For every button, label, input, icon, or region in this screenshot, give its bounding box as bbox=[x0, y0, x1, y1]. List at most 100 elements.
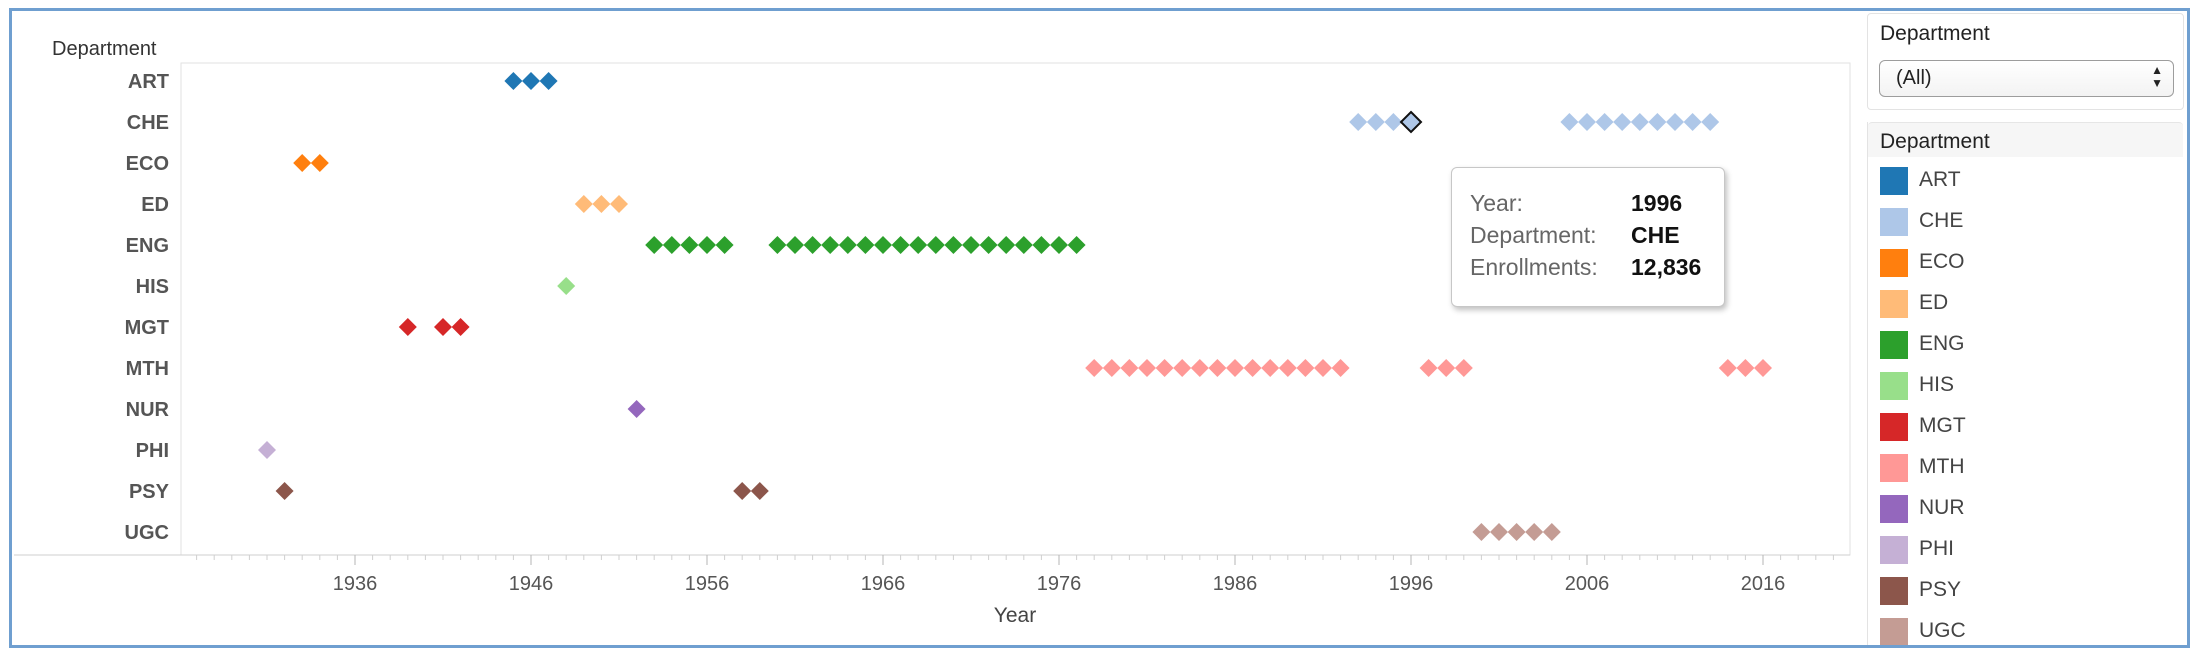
mark-mgt-1941[interactable] bbox=[434, 318, 452, 336]
mark-mth-1985[interactable] bbox=[1208, 359, 1227, 377]
mark-mth-2015[interactable] bbox=[1736, 359, 1755, 377]
mark-eco-1933[interactable] bbox=[293, 154, 312, 172]
mark-eng-1977[interactable] bbox=[1067, 236, 1086, 254]
mark-eng-1960[interactable] bbox=[768, 236, 787, 254]
mark-mth-1990[interactable] bbox=[1296, 359, 1315, 377]
mark-eng-1970[interactable] bbox=[944, 236, 963, 254]
mark-eng-1953[interactable] bbox=[645, 236, 664, 254]
mark-mth-1987[interactable] bbox=[1243, 359, 1262, 377]
mark-che-1994[interactable] bbox=[1366, 113, 1385, 131]
legend-item-eco[interactable]: ECO bbox=[1880, 244, 2170, 285]
department-select[interactable]: (All) ▲ ▼ bbox=[1879, 60, 2174, 97]
mark-art-1945[interactable] bbox=[504, 72, 523, 90]
mark-eng-1968[interactable] bbox=[909, 236, 928, 254]
tooltip-year-value: 1996 bbox=[1631, 190, 1683, 216]
mark-che-1993[interactable] bbox=[1349, 113, 1368, 131]
mark-eng-1974[interactable] bbox=[1014, 236, 1033, 254]
mark-che-2012[interactable] bbox=[1683, 113, 1702, 131]
mark-che-2013[interactable] bbox=[1701, 113, 1720, 131]
highlighted-mark[interactable] bbox=[1399, 110, 1423, 134]
legend-item-mgt[interactable]: MGT bbox=[1880, 408, 2170, 449]
mark-mth-1980[interactable] bbox=[1120, 359, 1139, 377]
mark-mth-1979[interactable] bbox=[1102, 359, 1121, 377]
mark-mth-1984[interactable] bbox=[1190, 359, 1209, 377]
mark-mth-1981[interactable] bbox=[1138, 359, 1156, 377]
mark-che-2010[interactable] bbox=[1648, 113, 1667, 131]
mark-eng-1954[interactable] bbox=[662, 236, 681, 254]
mark-ugc-2002[interactable] bbox=[1507, 523, 1526, 541]
mark-mth-2016[interactable] bbox=[1754, 359, 1772, 377]
mark-mth-1991[interactable] bbox=[1314, 359, 1332, 377]
mark-ugc-2000[interactable] bbox=[1472, 523, 1491, 541]
mark-eng-1971[interactable] bbox=[962, 236, 980, 254]
mark-mth-1988[interactable] bbox=[1261, 359, 1280, 377]
row-label-eco: ECO bbox=[126, 153, 169, 175]
mark-che-2008[interactable] bbox=[1613, 113, 1632, 131]
mark-ed-1950[interactable] bbox=[592, 195, 611, 213]
color-legend: Department ART CHE ECO ED ENG HIS MGT MTH NUR PHI… bbox=[1867, 122, 2183, 645]
mark-ugc-2001[interactable] bbox=[1490, 523, 1508, 541]
mark-mth-1998[interactable] bbox=[1437, 359, 1456, 377]
row-label-che: CHE bbox=[127, 112, 169, 134]
mark-mth-1978[interactable] bbox=[1085, 359, 1104, 377]
mark-mth-1986[interactable] bbox=[1226, 359, 1244, 377]
mark-eco-1934[interactable] bbox=[310, 154, 329, 172]
mark-eng-1972[interactable] bbox=[979, 236, 998, 254]
mark-art-1947[interactable] bbox=[539, 72, 558, 90]
mark-eng-1973[interactable] bbox=[997, 236, 1016, 254]
mark-his-1948[interactable] bbox=[557, 277, 576, 295]
legend-item-nur[interactable]: NUR bbox=[1880, 490, 2170, 531]
legend-item-ugc[interactable]: UGC bbox=[1880, 613, 2170, 645]
legend-item-psy[interactable]: PSY bbox=[1880, 572, 2170, 613]
mark-ed-1949[interactable] bbox=[574, 195, 593, 213]
mark-mth-1997[interactable] bbox=[1419, 359, 1438, 377]
mark-eng-1967[interactable] bbox=[891, 236, 910, 254]
mark-ed-1951[interactable] bbox=[610, 195, 628, 213]
mark-psy-1958[interactable] bbox=[733, 482, 752, 500]
mark-mth-2014[interactable] bbox=[1718, 359, 1737, 377]
mark-art-1946[interactable] bbox=[522, 72, 540, 90]
mark-psy-1932[interactable] bbox=[275, 482, 294, 500]
mark-che-2005[interactable] bbox=[1560, 113, 1579, 131]
legend-item-eng[interactable]: ENG bbox=[1880, 326, 2170, 367]
mark-eng-1961[interactable] bbox=[786, 236, 804, 254]
mark-mgt-1942[interactable] bbox=[451, 318, 470, 336]
mark-che-2006[interactable] bbox=[1578, 113, 1596, 131]
mark-eng-1976[interactable] bbox=[1050, 236, 1068, 254]
mark-eng-1955[interactable] bbox=[680, 236, 699, 254]
mark-nur-1952[interactable] bbox=[627, 400, 646, 418]
legend-item-mth[interactable]: MTH bbox=[1880, 449, 2170, 490]
mark-che-2011[interactable] bbox=[1666, 113, 1684, 131]
mark-ugc-2003[interactable] bbox=[1525, 523, 1544, 541]
mark-che-1995[interactable] bbox=[1384, 113, 1403, 131]
tooltip-enrollments-label: Enrollments: bbox=[1470, 254, 1598, 280]
mark-eng-1965[interactable] bbox=[856, 236, 875, 254]
mark-eng-1957[interactable] bbox=[715, 236, 734, 254]
legend-item-his[interactable]: HIS bbox=[1880, 367, 2170, 408]
legend-swatch bbox=[1880, 577, 1908, 605]
mark-che-2009[interactable] bbox=[1630, 113, 1649, 131]
legend-item-phi[interactable]: PHI bbox=[1880, 531, 2170, 572]
mark-psy-1959[interactable] bbox=[750, 482, 769, 500]
mark-eng-1975[interactable] bbox=[1032, 236, 1051, 254]
mark-mgt-1939[interactable] bbox=[398, 318, 417, 336]
legend-item-ed[interactable]: ED bbox=[1880, 285, 2170, 326]
mark-eng-1966[interactable] bbox=[874, 236, 892, 254]
legend-swatch bbox=[1880, 413, 1908, 441]
mark-che-2007[interactable] bbox=[1595, 113, 1614, 131]
mark-mth-1992[interactable] bbox=[1331, 359, 1350, 377]
legend-item-che[interactable]: CHE bbox=[1880, 203, 2170, 244]
legend-item-art[interactable]: ART bbox=[1880, 162, 2170, 203]
mark-eng-1956[interactable] bbox=[698, 236, 716, 254]
mark-mth-1982[interactable] bbox=[1155, 359, 1174, 377]
row-label-art: ART bbox=[128, 71, 169, 93]
mark-eng-1964[interactable] bbox=[838, 236, 857, 254]
mark-mth-1989[interactable] bbox=[1278, 359, 1297, 377]
mark-eng-1962[interactable] bbox=[803, 236, 822, 254]
mark-ugc-2004[interactable] bbox=[1542, 523, 1561, 541]
mark-mth-1999[interactable] bbox=[1454, 359, 1473, 377]
mark-eng-1963[interactable] bbox=[821, 236, 840, 254]
mark-mth-1983[interactable] bbox=[1173, 359, 1192, 377]
mark-eng-1969[interactable] bbox=[926, 236, 945, 254]
mark-phi-1931[interactable] bbox=[258, 441, 276, 459]
